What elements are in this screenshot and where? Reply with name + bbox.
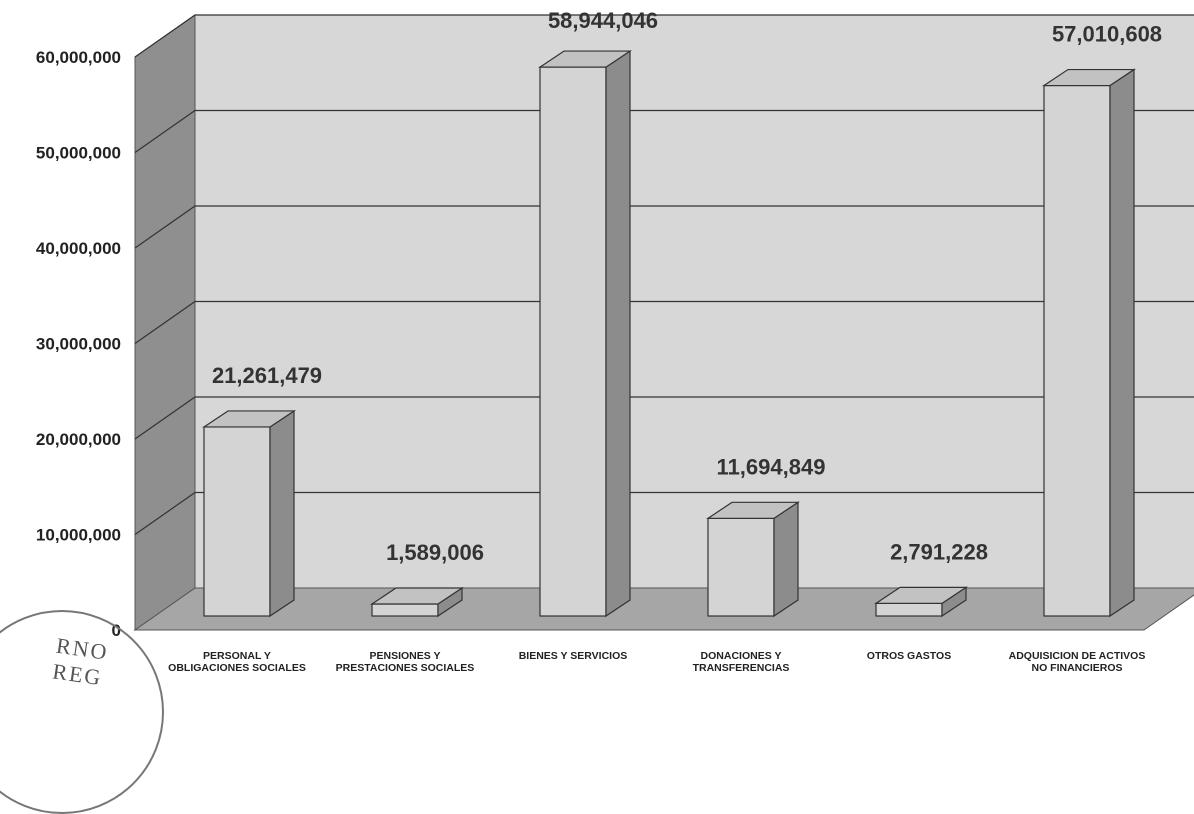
bar-side <box>1109 68 1135 618</box>
gridline <box>134 14 1194 58</box>
gridline <box>134 109 1194 153</box>
bar-side <box>773 501 799 618</box>
y-tick-label: 50,000,000 <box>36 144 121 163</box>
gridline <box>134 396 1194 440</box>
bar-top <box>538 50 632 68</box>
data-label: 58,944,046 <box>548 8 658 33</box>
data-label: 2,791,228 <box>890 539 988 564</box>
data-label: 1,589,006 <box>386 540 484 565</box>
bar <box>202 409 296 618</box>
data-label: 11,694,849 <box>717 454 826 479</box>
x-tick-label: OTROS GASTOS <box>866 650 952 662</box>
bar <box>706 501 800 618</box>
bar-top <box>706 501 800 519</box>
gridline <box>134 205 1194 249</box>
data-label: 57,010,608 <box>1052 22 1162 47</box>
bar-top <box>874 586 968 604</box>
bar <box>1042 68 1136 618</box>
bar-chart: 010,000,00020,000,00030,000,00040,000,00… <box>36 8 1194 640</box>
bar-front <box>203 426 271 617</box>
bar-side <box>269 409 295 618</box>
bar-top <box>202 410 296 428</box>
x-tick-label: BIENES Y SERVICIOS <box>518 650 628 662</box>
bar-front <box>707 517 775 617</box>
x-tick-label: PERSONAL Y OBLIGACIONES SOCIALES <box>168 650 306 674</box>
gridlines <box>134 14 1194 535</box>
y-tick-label: 40,000,000 <box>36 239 121 258</box>
bar <box>538 49 632 618</box>
bar <box>874 586 968 618</box>
y-axis: 010,000,00020,000,00030,000,00040,000,00… <box>36 48 121 640</box>
bar-front <box>1043 84 1111 617</box>
x-tick-label: ADQUISICION DE ACTIVOS NO FINANCIEROS <box>1008 650 1146 674</box>
gridline <box>134 491 1194 535</box>
bar <box>370 586 464 618</box>
bar-top <box>1042 68 1136 87</box>
y-tick-label: 30,000,000 <box>36 335 121 354</box>
bar-front <box>371 603 439 617</box>
y-tick-label: 10,000,000 <box>36 526 121 545</box>
data-labels: 21,261,479 1,589,006 58,944,046 11,694,849 2… <box>212 8 1162 565</box>
bar-top <box>370 587 464 605</box>
x-tick-label: PENSIONES Y PRESTACIONES SOCIALES <box>335 650 475 674</box>
y-tick-label: 60,000,000 <box>36 48 121 67</box>
bar-front <box>875 602 943 617</box>
gridline <box>134 300 1194 344</box>
x-tick-label: DONACIONES Y TRANSFERENCIAS <box>692 650 790 674</box>
bar-side <box>605 49 631 618</box>
data-label: 21,261,479 <box>212 363 322 388</box>
bars <box>202 49 1136 618</box>
bar-front <box>539 66 607 617</box>
y-tick-label: 20,000,000 <box>36 430 121 449</box>
